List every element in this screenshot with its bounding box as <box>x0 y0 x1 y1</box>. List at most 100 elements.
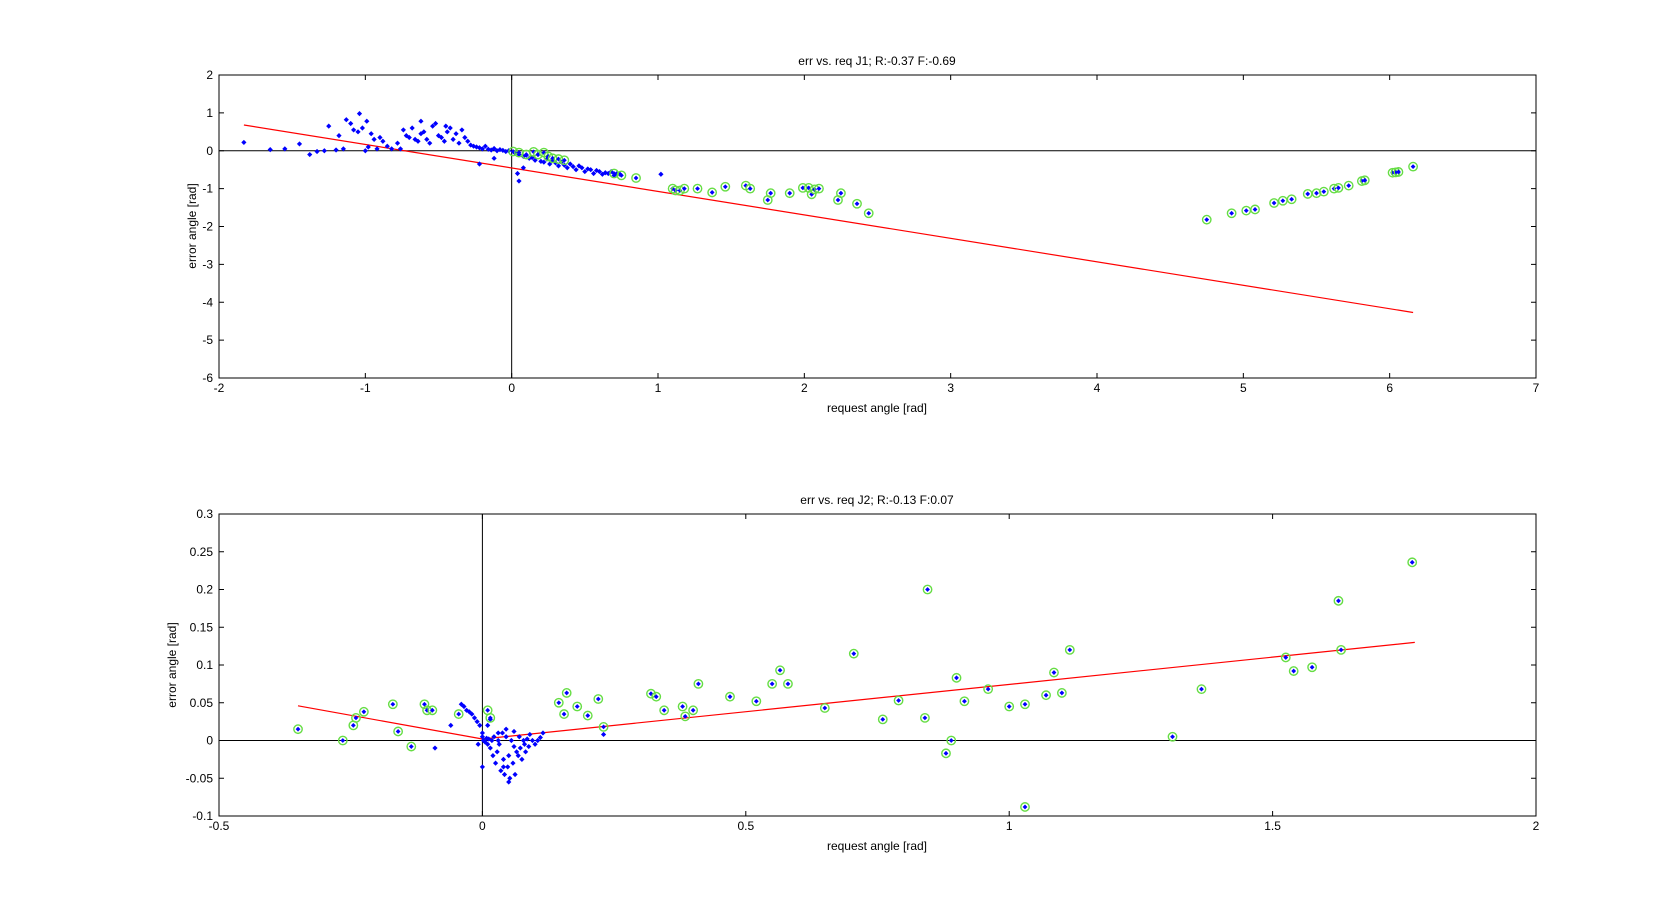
data-point <box>461 703 467 710</box>
data-point <box>573 167 579 173</box>
data-point <box>576 163 582 169</box>
data-point <box>486 736 492 742</box>
data-point <box>591 170 597 177</box>
highlighted-data-point <box>777 667 783 673</box>
highlighted-data-point <box>390 701 396 707</box>
highlight-ring <box>646 688 656 699</box>
ticks-j1: -2 -1 0 1 2 3 4 5 6 7 -6 -5 -4 -3 -2 -1 0 1 2 <box>202 68 1539 395</box>
data-point <box>441 138 447 144</box>
x-axis-label-j2: request angle [rad] <box>827 839 927 853</box>
data-point <box>479 730 485 736</box>
y-tick-label: 0.25 <box>190 545 214 559</box>
data-point <box>475 741 481 747</box>
data-point <box>503 734 509 740</box>
data-point <box>296 141 303 147</box>
highlighted-data-point <box>753 698 759 704</box>
highlighted-data-point <box>1252 207 1258 212</box>
data-point <box>498 768 504 774</box>
data-point <box>241 139 247 146</box>
highlight-ring <box>593 694 604 704</box>
highlight-ring <box>427 705 438 716</box>
highlight-ring <box>1201 214 1212 225</box>
data-point <box>510 760 516 766</box>
data-point <box>403 133 409 139</box>
highlighted-data-point <box>1409 559 1415 565</box>
data-point <box>443 123 449 129</box>
highlight-ring <box>707 187 718 198</box>
highlighted-data-point <box>1059 690 1065 696</box>
data-point <box>465 138 471 144</box>
highlighted-data-point <box>1321 189 1327 195</box>
highlight-ring <box>1359 175 1370 186</box>
data-point <box>529 737 536 744</box>
data-point <box>517 745 523 751</box>
y-tick-label: -4 <box>202 295 213 309</box>
highlighted-data-point <box>727 694 733 700</box>
data-point <box>519 756 525 762</box>
data-point <box>505 764 511 770</box>
highlighted-data-point <box>408 744 414 749</box>
highlight-ring <box>784 188 795 199</box>
y-tick-label: 0.2 <box>196 583 213 597</box>
highlighted-data-point <box>361 709 367 715</box>
highlighted-data-point <box>722 184 728 190</box>
x-tick-label: -1 <box>360 381 371 395</box>
highlighted-data-point <box>1346 183 1352 188</box>
data-point <box>588 167 594 173</box>
y-tick-label: 0 <box>206 734 213 748</box>
highlight-ring <box>983 684 994 695</box>
highlight-ring <box>922 584 933 595</box>
highlighted-data-point <box>1289 196 1295 202</box>
highlight-ring <box>1307 662 1318 673</box>
highlighted-data-point <box>633 175 639 181</box>
highlight-ring <box>941 748 951 759</box>
data-point <box>377 134 383 141</box>
data-point <box>593 167 600 174</box>
y-axis-label-j1: error angle [rad] <box>185 183 199 268</box>
data-point <box>495 737 501 744</box>
highlighted-data-point <box>661 707 667 713</box>
data-point <box>489 737 495 744</box>
data-point <box>307 151 313 158</box>
plot-j1: err vs. req J1; R:-0.37 F:-0.69 request … <box>185 54 1540 415</box>
highlight-ring <box>485 712 496 723</box>
highlight-ring <box>387 699 398 710</box>
highlighted-data-point <box>422 701 427 707</box>
highlighted-data-point <box>1314 190 1319 196</box>
x-tick-label: 2 <box>801 381 808 395</box>
data-point <box>508 737 514 744</box>
y-tick-label: -5 <box>202 333 213 347</box>
highlighted-data-point <box>695 681 701 687</box>
x-tick-label: 1 <box>655 381 662 395</box>
highlight-ring <box>806 189 817 200</box>
y-tick-label: -6 <box>202 371 213 385</box>
data-point <box>389 146 395 152</box>
highlighted-data-point <box>340 738 346 743</box>
highlighted-data-point <box>535 152 541 157</box>
highlighted-data-point <box>816 186 822 192</box>
data-point <box>336 133 342 139</box>
data-point <box>521 741 528 747</box>
data-point <box>450 136 456 142</box>
data-point <box>282 146 288 152</box>
y-tick-label: -1 <box>202 182 213 196</box>
data-point <box>520 165 526 171</box>
data-point <box>348 120 354 127</box>
highlight-ring <box>946 735 957 746</box>
highlight-ring <box>775 665 785 676</box>
highlight-ring <box>1064 645 1075 655</box>
data-point <box>479 146 485 152</box>
data-point <box>468 142 474 148</box>
highlighted-data-point <box>838 190 844 196</box>
data-point <box>524 736 530 742</box>
y-tick-label: 0 <box>206 144 213 158</box>
data-point <box>535 737 541 744</box>
highlight-ring <box>1056 688 1067 698</box>
data-point <box>473 144 480 150</box>
x-tick-label: 0 <box>508 381 515 395</box>
data-point <box>537 734 543 741</box>
highlighted-data-point <box>1022 701 1028 707</box>
highlight-ring <box>1269 198 1279 208</box>
data-point <box>359 125 366 131</box>
data-point <box>484 735 490 741</box>
